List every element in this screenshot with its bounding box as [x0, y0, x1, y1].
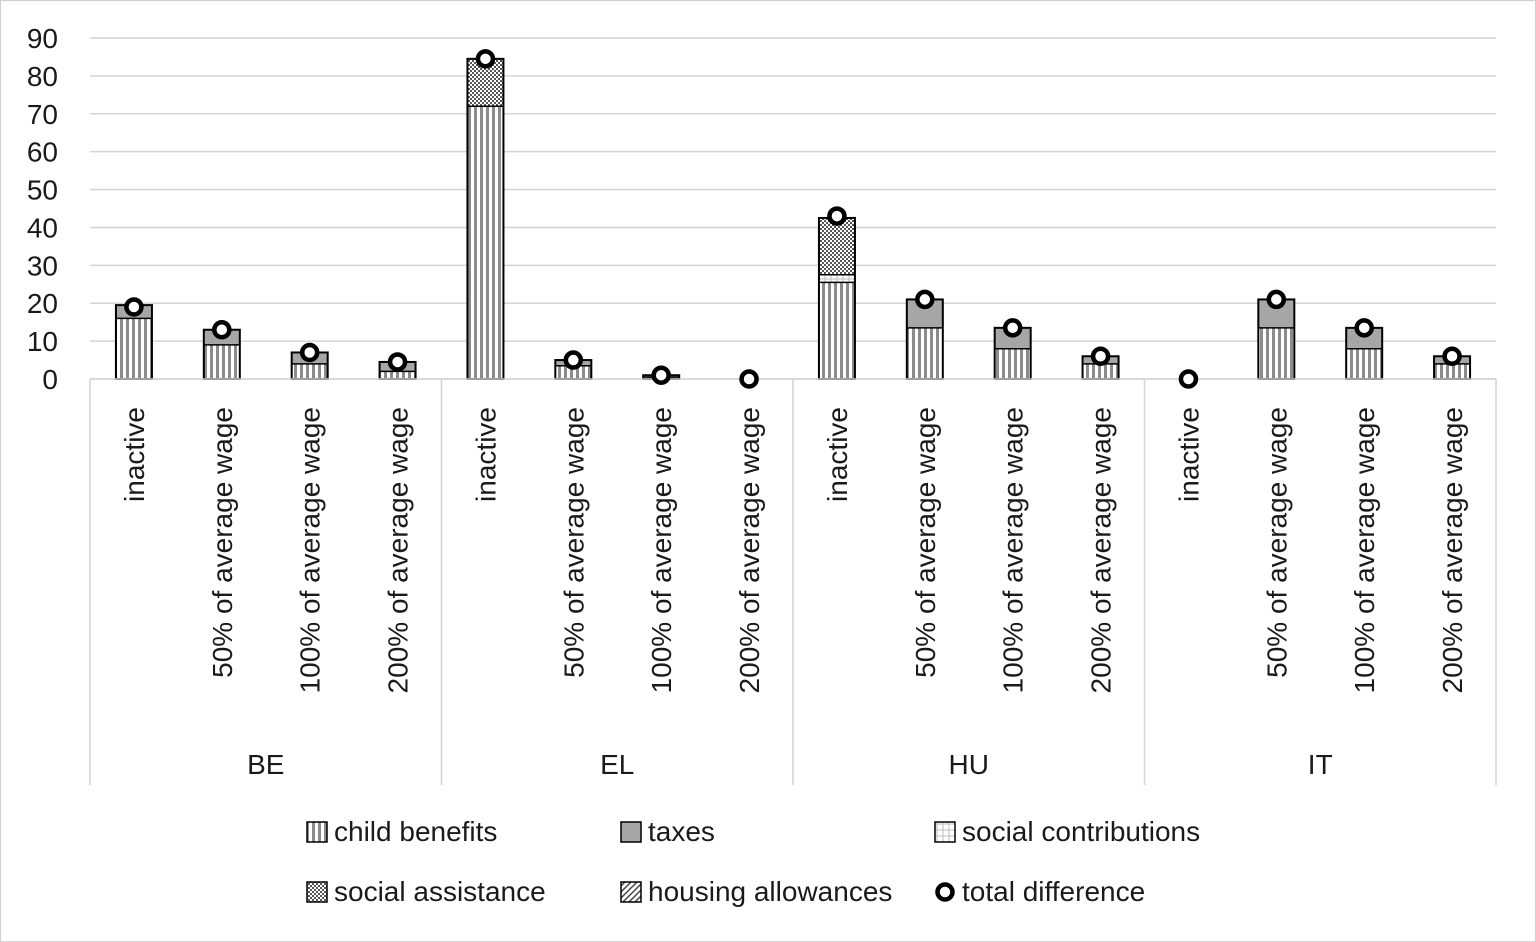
bar-segment-child-benefits: [379, 371, 416, 379]
subcategory-label: 100% of average wage: [295, 407, 326, 693]
subcategory-label: inactive: [822, 407, 853, 502]
bar-segment-taxes: [994, 327, 1031, 349]
bar-segment-child-benefits: [1082, 363, 1119, 379]
subcategory-label: 100% of average wage: [646, 407, 677, 693]
total-difference-marker: [1354, 318, 1374, 338]
bar-segment-child-benefits: [203, 344, 240, 379]
subcategory-label: 200% of average wage: [383, 407, 414, 693]
legend-item-taxes: taxes: [620, 816, 715, 848]
total-difference-marker: [475, 49, 496, 69]
subcategory-label: 50% of average wage: [558, 407, 589, 678]
total-difference-marker: [387, 352, 408, 372]
legend-label: housing allowances: [648, 876, 893, 907]
y-tick-label: 10: [27, 326, 58, 357]
y-axis-ticks: 0 10 20 30 40 50 60 70 80 90: [27, 23, 58, 395]
total-difference-marker: [563, 350, 584, 370]
total-difference-marker-swatch: [935, 882, 955, 902]
group-label: HU: [949, 749, 989, 780]
total-difference-marker: [1266, 289, 1287, 310]
bar-segment-child-benefits: [1346, 348, 1383, 379]
group-label: EL: [600, 749, 634, 780]
legend: child benefits taxes social contribution…: [300, 808, 1260, 932]
total-difference-marker: [299, 342, 320, 363]
bar-segment-social-contributions: [818, 274, 855, 283]
legend-item-child-benefits: child benefits: [306, 816, 497, 848]
group-label: IT: [1308, 749, 1333, 780]
bar-segment-taxes: [1346, 327, 1383, 349]
y-tick-label: 90: [27, 23, 58, 54]
total-difference-markers: [124, 49, 1462, 389]
subcategory-label: inactive: [470, 407, 501, 502]
bar-segment-child-benefits: [291, 363, 328, 379]
group-label: BE: [247, 749, 284, 780]
social-contributions-swatch: [934, 821, 956, 843]
legend-label: social assistance: [334, 876, 546, 907]
total-difference-marker: [739, 369, 759, 389]
total-difference-marker: [1090, 346, 1111, 367]
total-difference-marker: [1002, 318, 1023, 338]
legend-label: total difference: [962, 876, 1146, 907]
y-tick-label: 0: [42, 364, 58, 395]
subcategory-label: 100% of average wage: [1349, 407, 1380, 693]
housing-allowances-swatch: [620, 881, 642, 903]
legend-label: taxes: [648, 816, 715, 847]
subcategory-label: 50% of average wage: [207, 407, 238, 678]
legend-item-social-assistance: social assistance: [306, 876, 546, 908]
bar-segment-child-benefits: [115, 318, 152, 379]
y-tick-label: 70: [27, 99, 58, 130]
bar-segment-child-benefits: [1258, 327, 1295, 379]
subcategory-label: 200% of average wage: [734, 407, 765, 693]
total-difference-marker: [124, 297, 144, 317]
subcategory-label: inactive: [119, 407, 150, 502]
total-difference-marker: [651, 365, 671, 385]
total-difference-marker: [1442, 346, 1462, 367]
bar-segment-child-benefits: [555, 365, 592, 379]
bar-segment-child-benefits: [467, 106, 504, 379]
stacked-bar-chart: 0 10 20 30 40 50 60 70 80 90 BE inactive 50% of ave…: [27, 23, 1497, 785]
total-difference-marker: [827, 206, 847, 226]
total-difference-marker: [212, 319, 232, 340]
bar-segment-social-assistance: [818, 217, 855, 275]
subcategory-label: inactive: [1173, 407, 1204, 502]
legend-item-total-difference: total difference: [934, 876, 1145, 908]
y-tick-label: 60: [27, 137, 58, 168]
subcategory-label: 200% of average wage: [1086, 407, 1117, 693]
taxes-swatch: [620, 821, 642, 843]
legend-item-social-contributions: social contributions: [934, 816, 1200, 848]
legend-label: social contributions: [962, 816, 1201, 847]
legend-item-housing-allowances: housing allowances: [620, 876, 892, 908]
child-benefits-swatch: [306, 821, 328, 843]
social-assistance-swatch: [306, 881, 328, 903]
total-difference-marker: [1178, 369, 1199, 389]
bar-segment-child-benefits: [1434, 363, 1471, 379]
bar-segment-child-benefits: [906, 327, 943, 379]
y-tick-label: 40: [27, 212, 58, 243]
subcategory-label: 50% of average wage: [1261, 407, 1292, 678]
bars: [114, 57, 1472, 381]
category-axis: BE inactive 50% of average wage 100% of ave…: [89, 378, 1497, 785]
y-tick-label: 20: [27, 288, 58, 319]
bar-segment-child-benefits: [818, 282, 855, 379]
y-tick-label: 80: [27, 61, 58, 92]
subcategory-label: 200% of average wage: [1437, 407, 1468, 693]
bar-segment-child-benefits: [994, 348, 1031, 379]
subcategory-label: 50% of average wage: [910, 407, 941, 678]
y-tick-label: 50: [27, 175, 58, 206]
total-difference-marker: [915, 289, 935, 310]
subcategory-label: 100% of average wage: [998, 407, 1029, 693]
legend-label: child benefits: [334, 816, 498, 847]
y-tick-label: 30: [27, 250, 58, 281]
